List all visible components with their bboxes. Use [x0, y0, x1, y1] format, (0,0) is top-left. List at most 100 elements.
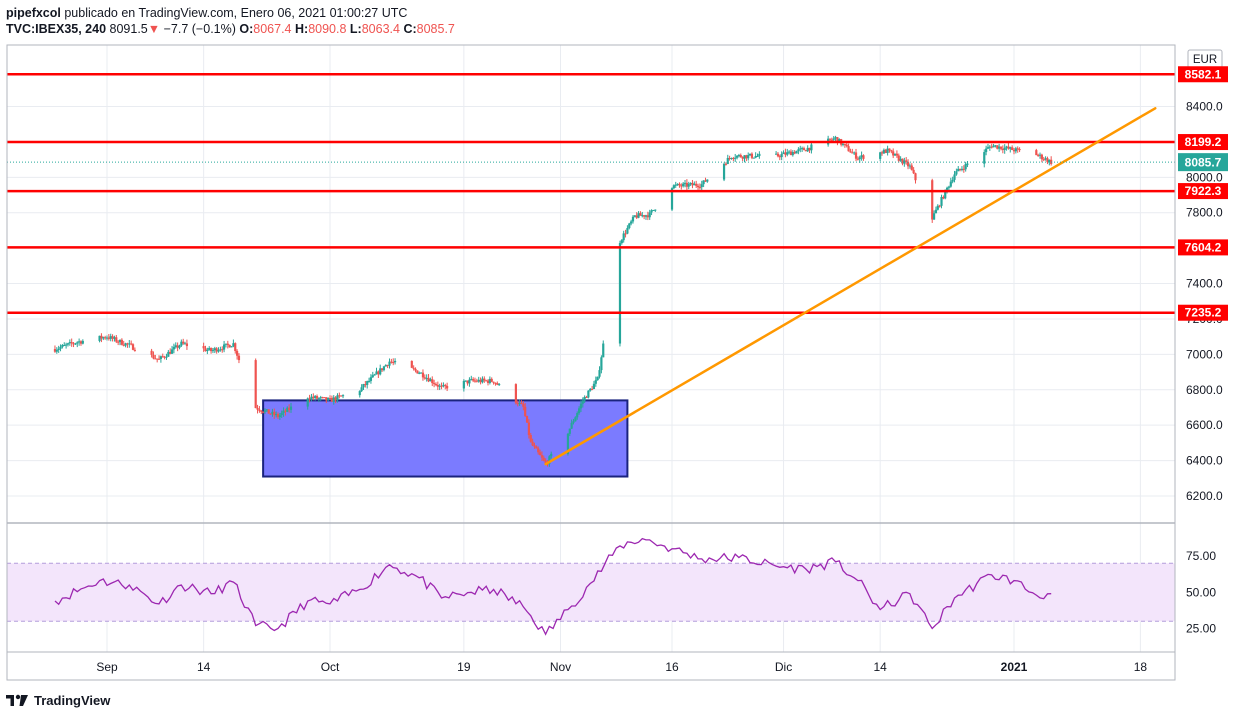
candle-body — [912, 169, 915, 174]
candle-body — [884, 149, 887, 153]
candle-body — [786, 152, 789, 155]
candle-body — [860, 155, 863, 158]
candle-body — [576, 413, 579, 418]
candle-body — [429, 379, 432, 382]
candle-body — [741, 157, 744, 159]
candle-body — [626, 228, 629, 234]
candle-body — [79, 341, 83, 344]
candle-body — [213, 348, 216, 351]
candle-body — [176, 345, 179, 348]
candle-body — [951, 179, 954, 182]
rsi-pane[interactable] — [7, 537, 1175, 636]
candle-body — [228, 344, 231, 348]
axes: 6200.06400.06600.06800.07000.07200.07400… — [6, 44, 1228, 681]
candle-body — [418, 372, 421, 374]
zone-rectangle[interactable] — [262, 399, 629, 478]
candle-body — [172, 347, 176, 350]
candle-body — [178, 345, 181, 348]
candle-body — [377, 371, 380, 375]
candle-body — [498, 384, 501, 386]
candle-body — [618, 243, 622, 344]
author-name[interactable]: pipefxcol — [6, 6, 61, 20]
candle-body — [314, 396, 317, 399]
brand-name[interactable]: TradingView — [34, 692, 111, 708]
candle-body — [789, 151, 793, 156]
price-pane[interactable] — [7, 73, 1175, 478]
candle-body — [587, 390, 590, 398]
candle-body — [70, 342, 73, 344]
candle-body — [905, 160, 908, 162]
candle-body — [254, 360, 257, 409]
level-price-tag — [1178, 134, 1228, 151]
candle-body — [959, 168, 962, 170]
currency-label: EUR — [1193, 54, 1217, 66]
candle-body — [942, 197, 945, 199]
candle-body — [156, 358, 159, 360]
time-tick-label: Nov — [550, 660, 571, 674]
time-tick-label: 16 — [665, 660, 679, 674]
candle-body — [702, 180, 705, 185]
candle-body — [700, 184, 703, 188]
candle-body — [78, 341, 81, 343]
candle-body — [568, 428, 571, 434]
candle-body — [730, 158, 733, 160]
candle-body — [566, 433, 570, 454]
candle-body — [217, 350, 220, 352]
candle-body — [369, 377, 373, 381]
candle-body — [288, 407, 291, 410]
candle-body — [834, 137, 837, 139]
time-tick-label: 14 — [197, 660, 211, 674]
candle-body — [271, 411, 274, 414]
candle-body — [221, 349, 224, 351]
candle-body — [949, 181, 952, 187]
level-price-label: 7235.2 — [1185, 306, 1222, 320]
candle-body — [182, 341, 185, 344]
candle-body — [695, 183, 698, 186]
candle-body — [936, 205, 939, 210]
candle-body — [901, 158, 904, 164]
level-price-label: 7922.3 — [1185, 184, 1222, 198]
candle-body — [641, 215, 644, 217]
candle-body — [644, 215, 648, 217]
candle-body — [323, 397, 326, 399]
candle-body — [806, 147, 809, 152]
candle-body — [895, 153, 899, 156]
candle-body — [953, 174, 956, 180]
candle-body — [57, 348, 60, 350]
candle-body — [583, 396, 586, 401]
candle-body — [1040, 154, 1043, 160]
candle-body — [908, 165, 912, 167]
candle-body — [776, 153, 780, 157]
candle-body — [226, 343, 229, 345]
candle-body — [444, 385, 447, 387]
candle-body — [122, 344, 125, 346]
trend-line[interactable] — [544, 107, 1157, 466]
candle-body — [960, 168, 964, 170]
candle-body — [72, 343, 75, 345]
candle-body — [386, 365, 389, 367]
close-label: C: — [403, 22, 417, 36]
candle-body — [518, 402, 521, 405]
candle-body — [843, 143, 846, 145]
candle-body — [522, 403, 525, 407]
candle-body — [65, 344, 68, 346]
candle-body — [858, 157, 861, 160]
candle-body — [886, 148, 889, 153]
candle-body — [654, 209, 657, 211]
rsi-line[interactable] — [54, 537, 1052, 636]
candle-body — [550, 453, 553, 457]
candle-body — [133, 349, 136, 351]
candle-body — [676, 183, 679, 185]
candle-body — [317, 398, 320, 400]
candle-body — [758, 153, 761, 156]
candle-body — [801, 148, 804, 150]
candle-body — [328, 397, 332, 399]
candle-body — [851, 152, 854, 154]
candle-body — [650, 210, 653, 213]
candle-body — [170, 349, 174, 354]
candle-body — [128, 343, 131, 345]
candle-body — [161, 356, 164, 358]
candle-body — [689, 182, 692, 185]
candle-body — [988, 146, 991, 148]
